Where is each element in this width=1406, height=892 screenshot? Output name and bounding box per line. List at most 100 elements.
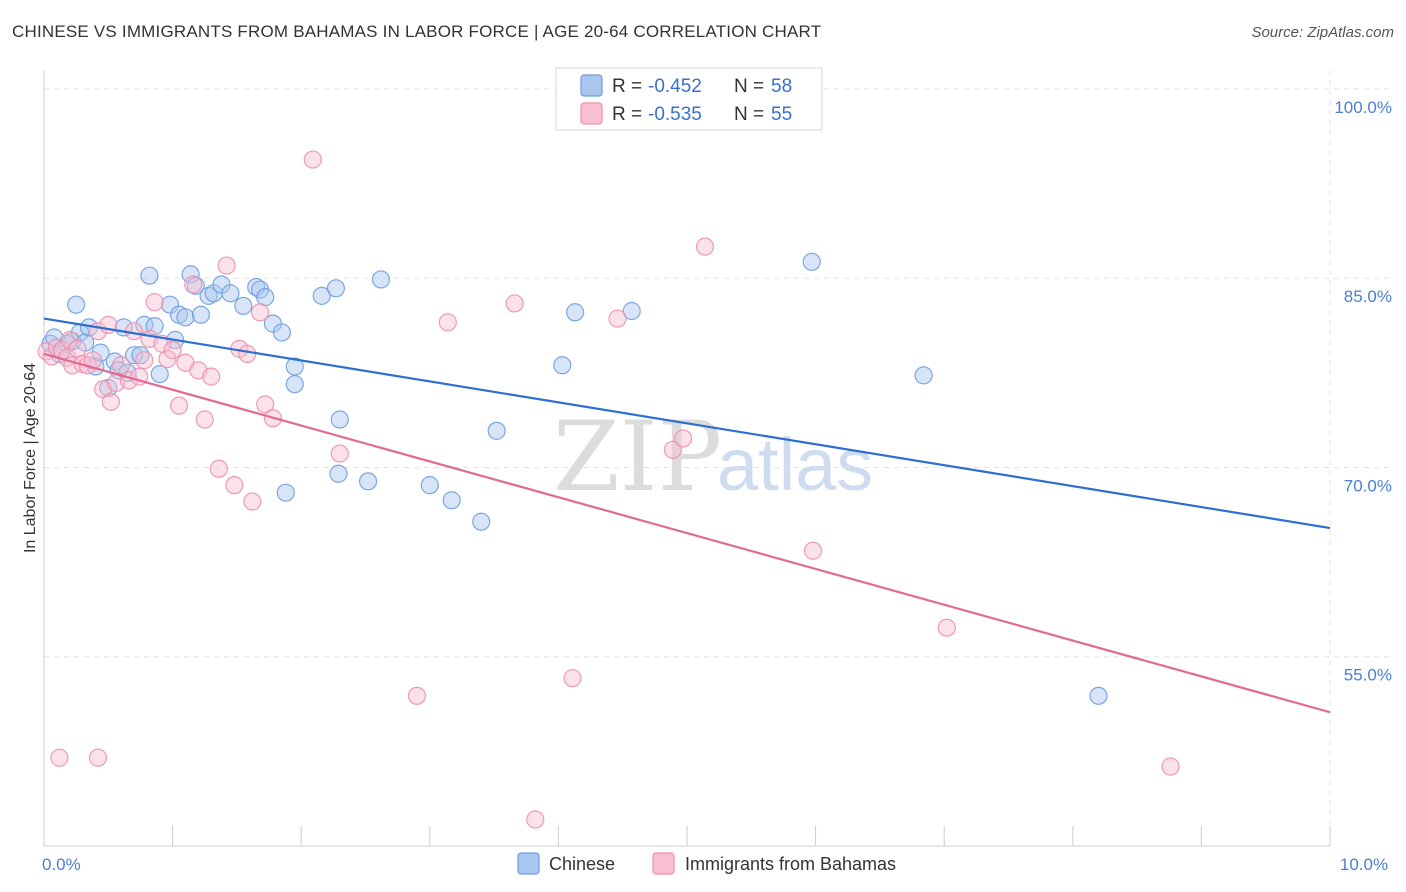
bottom-legend-swatch-chinese <box>517 852 540 875</box>
series-legend: Chinese Immigrants from Bahamas <box>517 852 896 875</box>
point-bahamas-39 <box>256 395 275 414</box>
point-bahamas-22 <box>145 293 164 312</box>
point-chinese-39 <box>276 483 295 502</box>
point-chinese-57 <box>1089 686 1108 705</box>
legend-n-label-bahamas: N = <box>734 104 764 125</box>
point-bahamas-34 <box>225 476 244 495</box>
point-chinese-5 <box>67 295 86 314</box>
point-chinese-43 <box>326 279 346 298</box>
point-chinese-44 <box>329 464 348 483</box>
point-chinese-22 <box>160 295 180 314</box>
point-bahamas-54 <box>1161 757 1180 776</box>
y-tick-label-0: 100.0% <box>1334 98 1392 117</box>
legend-n-label-chinese: N = <box>734 76 764 97</box>
legend-r-value-bahamas: -0.535 <box>648 104 702 125</box>
axes <box>43 70 1331 847</box>
point-chinese-38 <box>272 323 292 342</box>
point-chinese-54 <box>622 301 641 321</box>
legend-swatch-bahamas <box>580 102 603 125</box>
point-chinese-10 <box>91 343 110 362</box>
point-bahamas-53 <box>937 618 956 637</box>
point-bahamas-36 <box>238 344 257 364</box>
point-bahamas-47 <box>563 669 582 688</box>
point-chinese-48 <box>420 476 439 495</box>
point-bahamas-56 <box>50 748 69 767</box>
point-bahamas-31 <box>202 367 221 386</box>
point-chinese-28 <box>191 305 210 324</box>
point-bahamas-46 <box>526 810 545 829</box>
point-chinese-51 <box>487 421 506 440</box>
point-chinese-53 <box>566 303 585 322</box>
legend-r-label-chinese: R = <box>612 76 642 97</box>
x-tick-label-1: 10.0% <box>1340 855 1388 874</box>
point-chinese-33 <box>234 296 253 316</box>
point-bahamas-52 <box>803 541 823 560</box>
point-chinese-46 <box>358 472 378 491</box>
tick-labels: 100.0% 85.0% 70.0% 55.0% 0.0% 10.0% <box>42 98 1392 874</box>
point-chinese-41 <box>285 375 304 394</box>
point-bahamas-30 <box>195 410 214 429</box>
point-bahamas-28 <box>184 275 203 294</box>
point-bahamas-42 <box>330 444 349 463</box>
point-chinese-52 <box>553 356 572 375</box>
chart-title: CHINESE VS IMMIGRANTS FROM BAHAMAS IN LA… <box>12 22 822 41</box>
point-bahamas-38 <box>250 303 270 322</box>
point-chinese-29 <box>199 286 218 305</box>
point-bahamas-48 <box>608 309 627 328</box>
point-bahamas-49 <box>663 440 682 459</box>
point-chinese-25 <box>176 308 195 327</box>
point-chinese-56 <box>914 366 933 385</box>
legend-n-value-bahamas: 55 <box>771 104 792 125</box>
bottom-legend-label-bahamas: Immigrants from Bahamas <box>685 854 896 874</box>
trend-lines <box>43 317 1331 714</box>
point-chinese-36 <box>256 288 275 307</box>
point-bahamas-24 <box>158 349 177 369</box>
trend-line-bahamas <box>43 352 1331 714</box>
point-bahamas-33 <box>217 256 236 275</box>
bottom-legend-label-chinese: Chinese <box>549 854 615 874</box>
point-bahamas-37 <box>243 492 262 511</box>
point-chinese-45 <box>330 410 349 429</box>
legend-r-value-chinese: -0.452 <box>648 76 702 97</box>
point-chinese-55 <box>802 252 821 271</box>
y-tick-label-3: 55.0% <box>1344 666 1392 685</box>
point-bahamas-43 <box>407 686 427 705</box>
point-bahamas-26 <box>169 396 189 415</box>
point-bahamas-41 <box>303 150 322 169</box>
point-chinese-32 <box>221 284 240 303</box>
point-bahamas-55 <box>88 748 108 767</box>
point-bahamas-16 <box>112 356 131 375</box>
legend-swatch-chinese <box>580 74 603 97</box>
point-chinese-49 <box>442 491 461 510</box>
point-bahamas-20 <box>135 351 154 370</box>
point-bahamas-51 <box>695 237 715 256</box>
y-axis-title: In Labor Force | Age 20-64 <box>22 363 39 553</box>
y-tick-label-2: 70.0% <box>1344 476 1392 495</box>
x-tick-label-0: 0.0% <box>42 855 81 874</box>
source-credit: Source: ZipAtlas.com <box>1251 24 1394 41</box>
legend-n-value-chinese: 58 <box>771 76 792 97</box>
watermark-atlas: atlas <box>717 423 873 506</box>
legend-r-label-bahamas: R = <box>612 104 642 125</box>
y-tick-label-1: 85.0% <box>1344 287 1392 306</box>
point-bahamas-10 <box>83 351 102 370</box>
point-bahamas-50 <box>674 429 693 448</box>
point-chinese-19 <box>140 266 159 285</box>
correlation-legend: R = -0.452 N = 58 R = -0.535 N = 55 <box>555 67 823 131</box>
point-chinese-50 <box>472 512 491 531</box>
series-bahamas-points <box>37 150 1180 829</box>
point-chinese-16 <box>124 346 144 365</box>
bottom-legend-swatch-bahamas <box>652 852 675 875</box>
point-bahamas-14 <box>101 392 120 411</box>
point-bahamas-25 <box>163 341 182 360</box>
point-bahamas-7 <box>68 339 87 358</box>
watermark-zip: ZIP <box>553 401 722 513</box>
point-chinese-21 <box>150 364 169 384</box>
point-bahamas-32 <box>209 459 228 478</box>
point-chinese-40 <box>285 357 304 376</box>
trend-line-chinese <box>43 317 1331 530</box>
point-chinese-47 <box>371 270 391 289</box>
point-bahamas-45 <box>505 294 524 313</box>
point-chinese-42 <box>312 286 331 305</box>
